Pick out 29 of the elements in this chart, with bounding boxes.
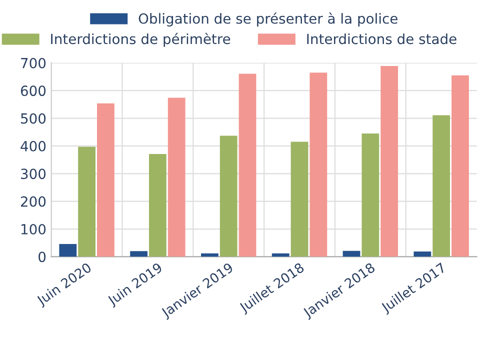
y-tick-label: 500 [21,113,46,124]
bar [59,244,77,257]
bar [310,72,328,257]
bar [220,136,238,257]
bar [452,75,469,257]
y-tick-label: 700 [21,58,46,68]
bar [97,103,114,257]
y-tick-label: 100 [22,224,46,234]
legend-label: Obligation de se présenter à la police [138,12,398,26]
y-tick-label: 400 [20,140,46,152]
bar [290,142,308,257]
bar [432,115,450,257]
bar [414,251,432,257]
legend-label: Interdictions de périmètre [51,32,230,47]
y-tick-label: 200 [20,196,46,207]
bar [380,66,398,257]
bar [238,74,256,257]
bar [78,146,96,257]
bar [342,250,360,257]
y-tick-label: 300 [21,168,46,180]
y-tick-label: 600 [20,86,46,96]
bar [149,154,166,257]
bar [201,253,218,257]
bar [362,134,380,257]
legend-label: Interdictions de stade [307,33,456,44]
bar [130,251,148,257]
bar [168,98,186,257]
bar [272,253,290,257]
y-tick-label: 0 [38,252,46,262]
